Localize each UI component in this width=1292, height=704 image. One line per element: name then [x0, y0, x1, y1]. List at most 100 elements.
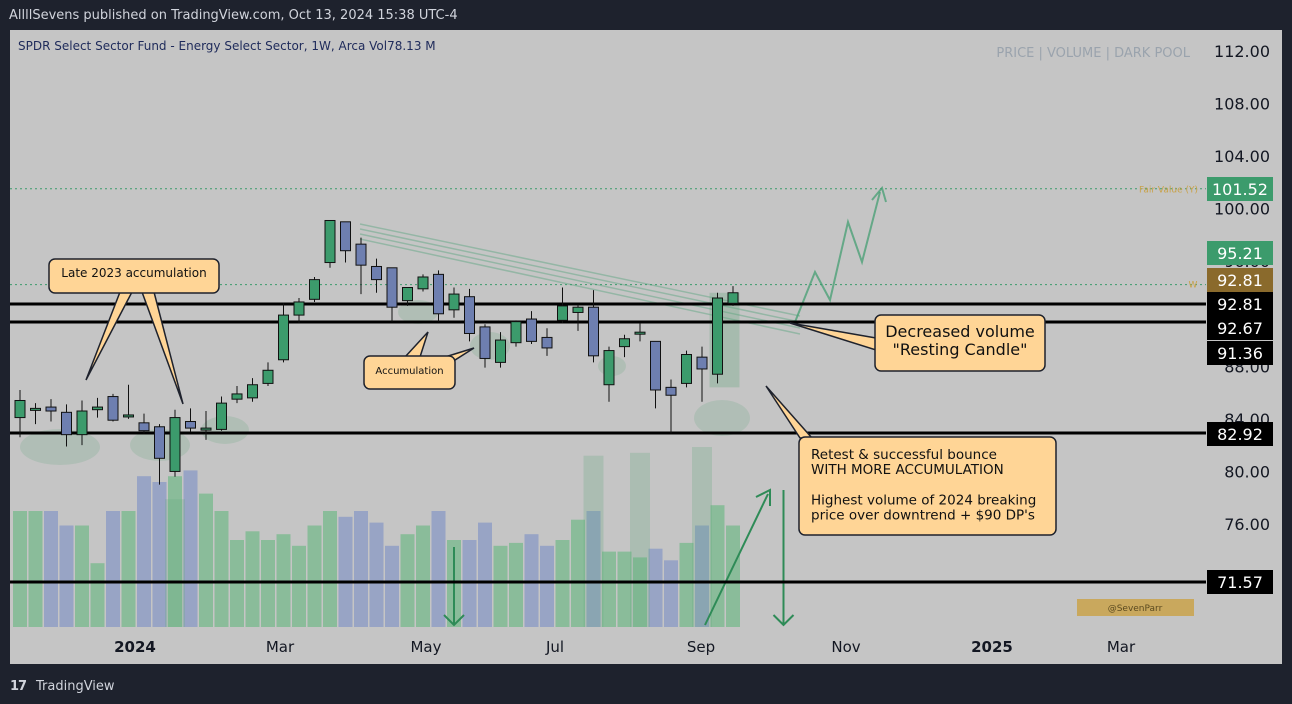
downtrend-line [359, 228, 801, 323]
candles [14, 219, 739, 485]
candle-up [557, 305, 568, 321]
volume-bar [323, 511, 337, 627]
price-badge-label: 92.81 [1217, 271, 1263, 290]
volume-bar [679, 542, 694, 627]
candle-up [402, 287, 413, 302]
footer-brand: TradingView [36, 679, 115, 694]
candle-up [293, 301, 305, 316]
price-badge-bg [1207, 268, 1273, 292]
candle-up [278, 314, 289, 361]
candle-down [340, 221, 351, 252]
up-arrow [704, 493, 769, 626]
callout-retest-box [798, 436, 1057, 536]
price-badge-label: 95.21 [1217, 244, 1263, 263]
price-badge: 95.21 [1207, 241, 1273, 265]
x-tick-label: Mar [266, 638, 295, 656]
price-badge-label: 92.81 [1217, 295, 1263, 314]
callout-decreased-volume: Decreased volume"Resting Candle" [874, 314, 1046, 372]
candle-up [231, 393, 243, 400]
price-badge: 101.52 [1207, 177, 1273, 201]
callout-accumulation: Accumulation [363, 355, 456, 390]
price-badge: 71.57 [1207, 570, 1273, 594]
price-badge-label: 92.67 [1217, 319, 1263, 338]
volume-bar [586, 511, 601, 627]
callout-decreased-volume-box [874, 314, 1046, 372]
x-tick-label: Nov [831, 638, 860, 656]
callout-accumulation-text: Accumulation [375, 366, 443, 377]
candle-up [247, 384, 258, 399]
price-badge: 92.81 [1207, 268, 1273, 292]
price-badge-bg [1207, 570, 1273, 594]
candle-up [92, 406, 103, 411]
price-badge-bg [1207, 292, 1273, 316]
price-badge-label: 71.57 [1217, 573, 1263, 592]
publish-info: AllllSevens published on TradingView.com… [9, 8, 458, 23]
price-chart[interactable]: Fair Value (Y) W SPDR Select Sector Fund -… [0, 0, 1292, 672]
candle-up [262, 369, 274, 384]
dark-pool-box [583, 455, 604, 627]
volume-bar [307, 525, 322, 627]
volume-bar [214, 511, 229, 627]
volume-bar [199, 493, 213, 627]
volume-bar [354, 511, 368, 627]
candle-up [123, 414, 134, 418]
publish-bar: AllllSevens published on TradingView.com… [0, 0, 1292, 30]
price-badge-bg [1207, 422, 1273, 446]
x-tick-label: 2024 [114, 638, 156, 656]
volume-bar [106, 511, 120, 627]
dark-pool-box [630, 452, 650, 627]
downtrend-line [359, 238, 801, 335]
accumulation-ellipse [201, 416, 249, 444]
price-badge-label: 101.52 [1212, 180, 1268, 199]
volume-bar [602, 551, 616, 627]
volume-bar [540, 545, 554, 627]
volume-arrows [443, 488, 795, 627]
accumulation-ellipse [398, 300, 438, 324]
x-tick-label: 2025 [971, 638, 1013, 656]
candle-down [665, 386, 677, 396]
candle-up [495, 339, 506, 363]
candle-down [464, 296, 475, 334]
time-axis [10, 627, 1282, 664]
candle-up [216, 402, 227, 430]
volume-bar [152, 482, 167, 627]
accumulation-ellipse [20, 429, 100, 465]
price-badge-bg [1207, 316, 1273, 340]
y-tick-label: 104.00 [1214, 147, 1270, 166]
volume-bar [695, 525, 709, 627]
volume-bar [633, 557, 647, 627]
y-tick-label: 100.00 [1214, 200, 1270, 219]
price-badge-bg [1207, 241, 1273, 265]
callout-decreased-volume-text: Decreased volume [885, 322, 1035, 341]
volume-bar [726, 525, 740, 627]
candle-down [138, 422, 150, 432]
candle-down [541, 336, 553, 349]
price-badge: 92.67 [1207, 316, 1273, 340]
callout-retest-text: Retest & successful bounce [811, 447, 997, 463]
volume-bar [59, 525, 74, 627]
volume-bar [183, 470, 198, 627]
accumulation-ellipse [694, 400, 750, 436]
projected-arrow-head [871, 185, 887, 203]
volume-bar [493, 545, 508, 627]
y-tick-label: 76.00 [1224, 515, 1270, 534]
volume-bar [571, 519, 585, 627]
callout-accumulation-box [363, 355, 456, 390]
volume-bars [13, 447, 740, 627]
candle-down [45, 406, 57, 412]
candle-up [510, 321, 522, 344]
candle-down [107, 396, 119, 421]
price-badge: 82.92 [1207, 422, 1273, 446]
volume-bar [13, 511, 27, 627]
callout-retest-text: price over downtrend + $90 DP's [811, 507, 1035, 523]
volume-bar [431, 511, 446, 627]
callout-decreased-volume-text: "Resting Candle" [893, 340, 1028, 359]
x-tick-label: Sep [687, 638, 715, 656]
price-badge-label: 91.36 [1217, 344, 1263, 363]
price-badge: 91.36 [1207, 341, 1273, 365]
candle-up [727, 292, 739, 304]
candle-up [324, 219, 336, 264]
price-badge-bg [1207, 177, 1273, 201]
volume-bar [44, 511, 58, 627]
